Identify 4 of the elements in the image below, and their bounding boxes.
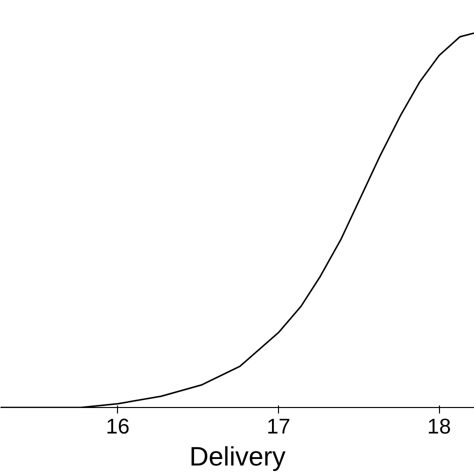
x-tick-label: 18 <box>427 414 452 438</box>
x-axis-title: Delivery <box>189 442 286 472</box>
x-tick-label: 17 <box>266 414 290 438</box>
x-tick-label: 16 <box>106 414 130 438</box>
